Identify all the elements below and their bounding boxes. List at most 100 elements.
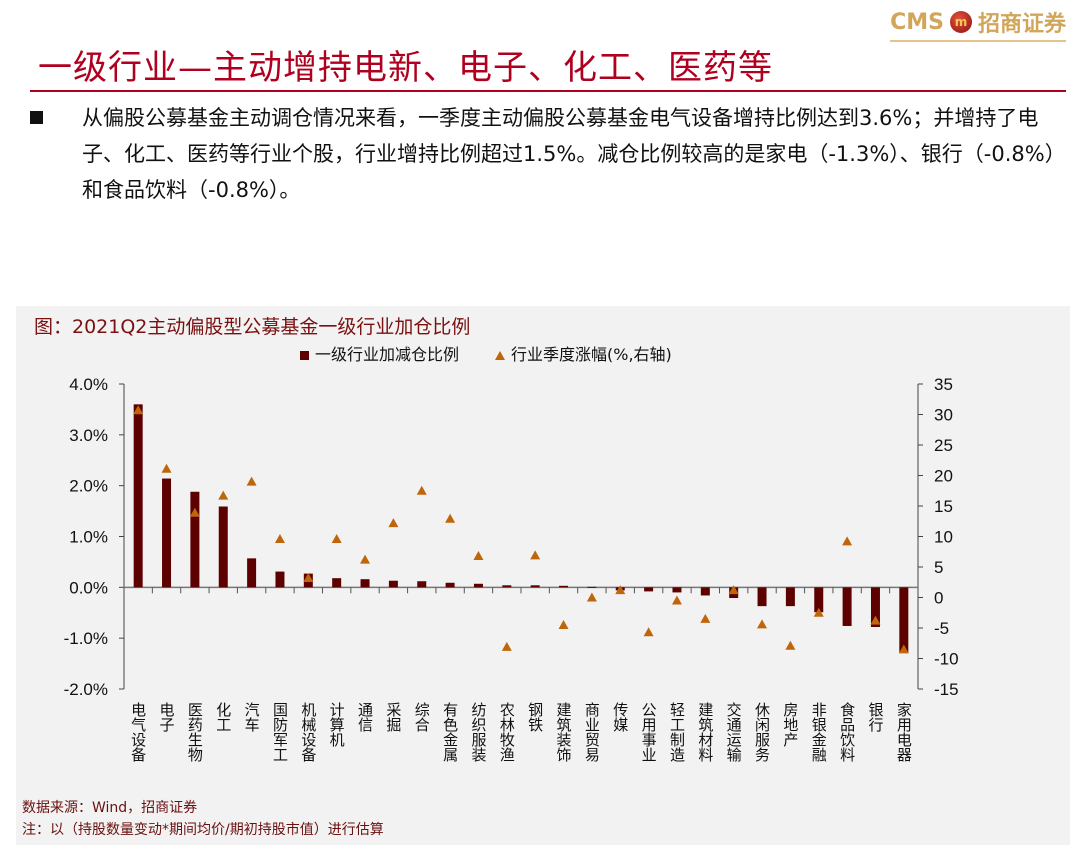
right-tick-label: -5 (934, 619, 949, 638)
right-tick-label: -10 (934, 650, 959, 669)
triangle-point-采掘 (388, 518, 399, 528)
triangle-point-房地产 (785, 640, 796, 650)
bar-家用电器 (899, 587, 909, 653)
legend-bar-marker (300, 351, 309, 360)
x-category-label: 交通运输 (725, 701, 743, 762)
x-category-label: 采掘 (384, 702, 402, 733)
triangle-point-交通运输 (728, 585, 739, 595)
left-tick-label: 4.0% (69, 375, 108, 394)
left-tick-label: 1.0% (69, 528, 108, 547)
triangle-point-钢铁 (530, 550, 541, 560)
bar-电子 (162, 478, 172, 588)
x-category-label: 电子 (158, 702, 176, 732)
legend-triangle-marker (495, 351, 506, 360)
triangle-point-轻工制造 (671, 595, 682, 605)
triangle-point-休闲服务 (757, 619, 768, 629)
triangle-point-通信 (360, 554, 371, 564)
x-category-label: 银行 (866, 702, 884, 733)
triangle-point-银行 (870, 615, 881, 625)
bullet-text: 从偏股公募基金主动调仓情况来看，一季度主动偏股公募基金电气设备增持比例达到3.6… (82, 106, 1056, 202)
bar-食品饮料 (842, 587, 852, 626)
bar-商业贸易 (587, 586, 597, 588)
estimate-note: 注：以（持股数量变动*期间均价/期初持股市值）进行估算 (22, 822, 384, 838)
bar-国防军工 (275, 571, 285, 588)
triangle-point-食品饮料 (842, 536, 853, 546)
triangle-point-公用事业 (643, 627, 654, 637)
triangle-point-农林牧渔 (501, 641, 512, 651)
x-category-label: 机械设备 (299, 702, 317, 762)
legend-item-triangle: 行业季度涨幅(%,右轴) (495, 341, 672, 365)
bar-农林牧渔 (502, 585, 512, 588)
right-tick-label: 30 (934, 406, 953, 425)
bar-计算机 (332, 578, 342, 588)
left-tick-label: 2.0% (69, 477, 108, 496)
triangle-point-纺织服装 (473, 551, 484, 561)
right-tick-label: 0 (934, 589, 943, 608)
x-category-label: 家用电器 (895, 702, 913, 762)
x-category-label: 建筑装饰 (555, 702, 573, 762)
legend-item-bar: 一级行业加减仓比例 (300, 341, 459, 365)
bullet-square-icon (30, 111, 43, 124)
triangle-point-机械设备 (303, 572, 314, 582)
right-tick-label: 10 (934, 528, 953, 547)
legend-label: 一级行业加减仓比例 (315, 345, 460, 364)
x-category-label: 计算机 (328, 702, 346, 748)
chart-legend: 一级行业加减仓比例 行业季度涨幅(%,右轴) (300, 341, 672, 365)
x-category-label: 房地产 (781, 702, 799, 747)
bar-纺织服装 (473, 583, 483, 588)
triangle-point-化工 (218, 490, 229, 500)
x-category-label: 化工 (214, 702, 232, 732)
x-category-label: 休闲服务 (753, 702, 771, 763)
x-category-label: 纺织服装 (469, 702, 487, 762)
bar-化工 (218, 506, 228, 588)
right-tick-label: 25 (934, 436, 953, 455)
cms-logo: CMS m 招商证券 (890, 6, 1066, 42)
triangle-point-家用电器 (898, 644, 909, 654)
bar-房地产 (785, 587, 795, 607)
page-title: 一级行业—主动增持电新、电子、化工、医药等 (38, 48, 773, 88)
x-category-label: 建筑材料 (696, 702, 714, 762)
left-tick-label: -2.0% (64, 680, 108, 699)
logo-mark-icon: m (949, 11, 972, 33)
title-divider (30, 90, 1066, 92)
bar-银行 (870, 587, 880, 627)
triangle-point-国防军工 (274, 533, 285, 543)
triangle-point-建筑材料 (700, 613, 711, 623)
x-category-label: 轻工制造 (668, 702, 686, 763)
triangle-point-非银金融 (813, 607, 824, 617)
triangle-point-有色金属 (445, 513, 456, 523)
bar-综合 (417, 581, 427, 588)
bar-建筑装饰 (559, 585, 569, 588)
triangle-point-计算机 (331, 533, 342, 543)
legend-label: 行业季度涨幅(%,右轴) (511, 345, 672, 364)
x-category-label: 综合 (413, 702, 431, 732)
triangle-point-电气设备 (133, 405, 144, 415)
left-tick-label: -1.0% (64, 629, 108, 648)
bar-轻工制造 (672, 587, 682, 593)
x-category-label: 农林牧渔 (498, 702, 516, 762)
x-category-label: 钢铁 (526, 702, 544, 732)
x-category-label: 商业贸易 (583, 702, 601, 762)
triangle-point-建筑装饰 (558, 619, 569, 629)
bar-医药生物 (190, 491, 200, 588)
logo-cn: 招商证券 (977, 12, 1066, 37)
right-tick-label: 15 (934, 497, 953, 516)
logo-text: CMS (890, 9, 944, 35)
x-category-label: 汽车 (243, 702, 261, 732)
right-tick-label: -15 (934, 680, 959, 699)
x-category-label: 医药生物 (186, 702, 204, 763)
source-note: 数据来源：Wind，招商证券 (22, 800, 198, 816)
triangle-point-汽车 (246, 476, 257, 486)
left-tick-label: 3.0% (69, 426, 108, 445)
chart-title: 图：2021Q2主动偏股型公募基金一级行业加仓比例 (34, 316, 471, 338)
x-category-label: 食品饮料 (838, 702, 856, 762)
bar-休闲服务 (757, 587, 767, 607)
left-tick-label: 0.0% (69, 578, 108, 597)
bar-电气设备 (133, 404, 143, 588)
triangle-point-综合 (416, 485, 427, 495)
bar-采掘 (388, 580, 398, 588)
bar-公用事业 (644, 587, 654, 592)
triangle-point-传媒 (615, 585, 626, 595)
bar-通信 (360, 579, 370, 588)
bar-钢铁 (530, 585, 540, 588)
